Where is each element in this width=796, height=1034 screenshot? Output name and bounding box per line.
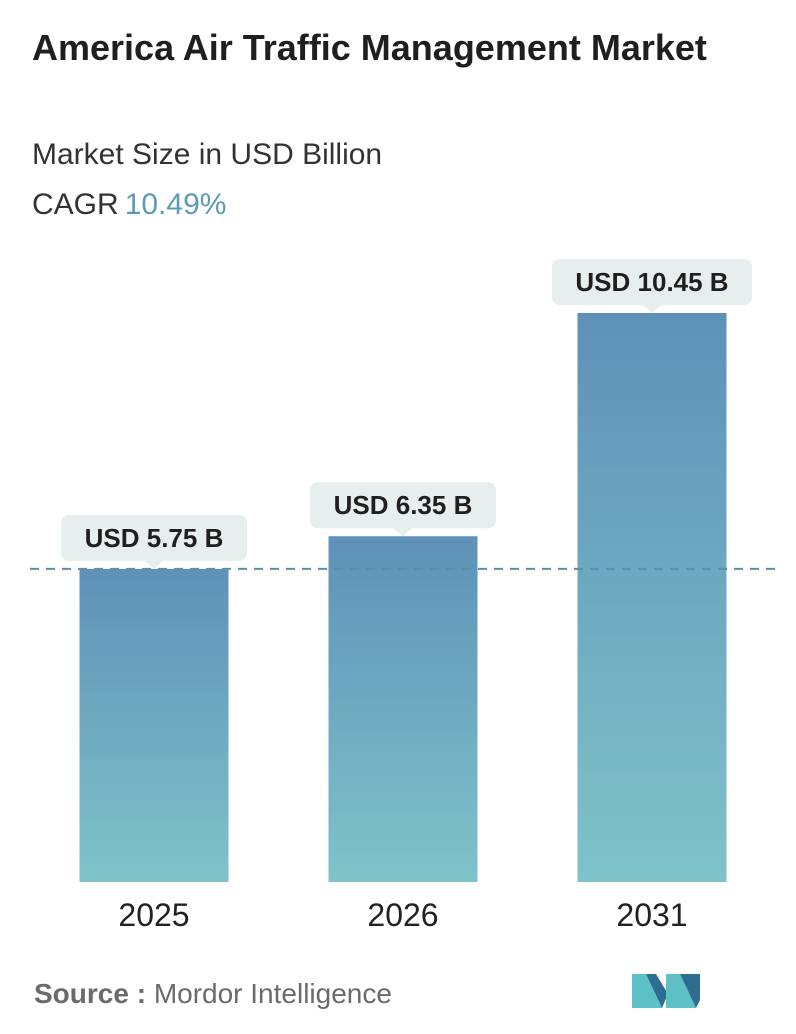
x-tick-labels: 2025 2026 2031 [118, 897, 687, 933]
x-tick-2031: 2031 [616, 897, 687, 933]
value-label-text: USD 6.35 B [334, 490, 473, 520]
bar-2031 [577, 313, 727, 882]
cagr-line: CAGR 10.49% [32, 188, 226, 222]
mordor-logo-icon [632, 974, 700, 1008]
value-labels-layer: USD 5.75 B USD 6.35 B USD 10.45 B [61, 259, 752, 569]
x-tick-2025: 2025 [118, 897, 189, 933]
value-label-2025: USD 5.75 B [61, 514, 247, 569]
bar-2026 [328, 536, 478, 882]
source-text: Mordor Intelligence [153, 978, 392, 1009]
bar-2025 [79, 568, 229, 882]
source-note: Source : Mordor Intelligence [34, 978, 392, 1010]
cagr-label: CAGR [32, 188, 119, 221]
chart-subtitle: Market Size in USD Billion [32, 138, 383, 171]
value-label-2031: USD 10.45 B [552, 259, 752, 313]
cagr-value: 10.49% [124, 188, 227, 221]
value-label-2026: USD 6.35 B [310, 482, 496, 537]
x-tick-2026: 2026 [367, 897, 438, 933]
bars-layer [79, 313, 727, 882]
value-label-text: USD 5.75 B [85, 523, 224, 553]
source-label: Source : [34, 978, 147, 1009]
chart-title: America Air Traffic Management Market [32, 27, 707, 68]
value-label-text: USD 10.45 B [575, 267, 728, 297]
